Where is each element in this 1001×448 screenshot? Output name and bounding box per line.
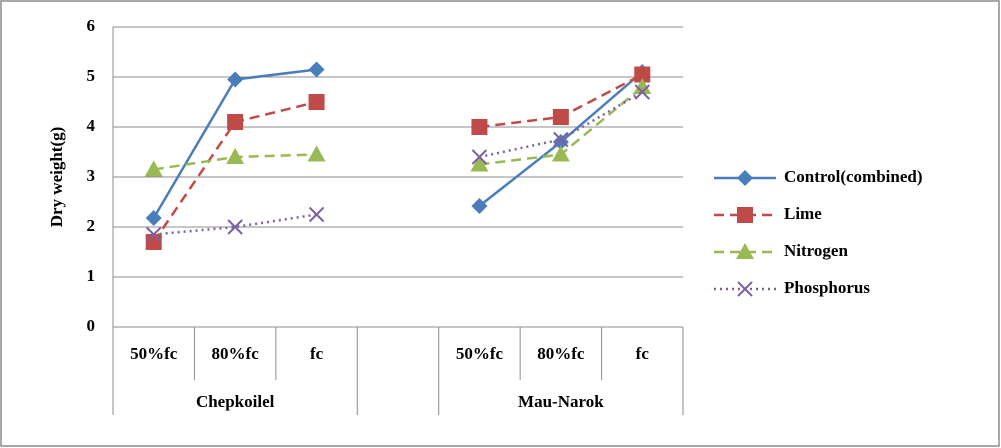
- marker: [553, 131, 569, 148]
- x-tick-label: 80%fc: [212, 344, 260, 363]
- marker: [145, 234, 162, 250]
- y-tick-label: 2: [87, 216, 96, 235]
- marker: [552, 134, 569, 150]
- marker: [634, 66, 651, 83]
- marker: [737, 170, 753, 186]
- legend-label: Control(combined): [784, 167, 923, 186]
- marker: [227, 219, 243, 235]
- x-tick-label: fc: [310, 344, 324, 363]
- x-tick-label: 50%fc: [130, 344, 178, 363]
- y-tick-label: 3: [87, 166, 96, 185]
- marker: [146, 226, 162, 243]
- marker: [308, 94, 325, 110]
- legend-label: Phosphorus: [784, 278, 870, 297]
- marker: [227, 114, 244, 130]
- y-axis-label: Dry weight(g): [47, 127, 66, 228]
- marker: [552, 109, 569, 125]
- marker: [308, 61, 325, 78]
- marker: [471, 119, 488, 135]
- marker: [634, 84, 650, 100]
- marker: [307, 145, 326, 162]
- y-tick-label: 1: [87, 266, 96, 285]
- x-tick-label: 50%fc: [456, 344, 504, 363]
- marker: [471, 198, 488, 214]
- marker: [737, 207, 753, 223]
- marker: [471, 149, 488, 165]
- marker: [145, 210, 162, 226]
- marker: [633, 78, 652, 94]
- x-tick-label: 80%fc: [537, 344, 585, 363]
- y-tick-label: 6: [87, 16, 96, 35]
- x-tick-label: fc: [636, 344, 650, 363]
- marker: [144, 160, 163, 177]
- marker: [736, 243, 754, 259]
- y-tick-label: 5: [87, 66, 96, 85]
- group-label: Mau-Narok: [518, 392, 604, 411]
- legend-label: Nitrogen: [784, 241, 848, 260]
- marker: [470, 155, 489, 172]
- legend-label: Lime: [784, 204, 822, 223]
- marker: [551, 145, 570, 162]
- marker: [308, 206, 325, 223]
- marker: [737, 281, 753, 297]
- y-tick-label: 4: [87, 116, 96, 135]
- group-label: Chepkoilel: [196, 392, 275, 411]
- y-tick-label: 0: [87, 316, 96, 335]
- marker: [227, 71, 244, 88]
- marker: [226, 148, 245, 164]
